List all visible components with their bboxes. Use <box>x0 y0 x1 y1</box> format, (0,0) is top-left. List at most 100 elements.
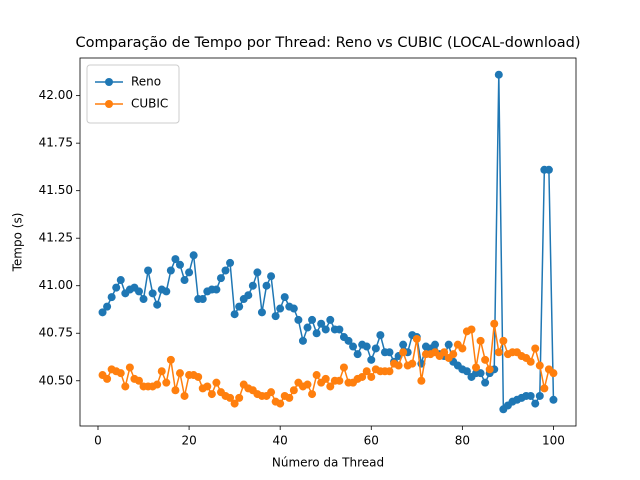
data-point <box>203 382 212 391</box>
data-point <box>216 274 225 283</box>
data-point <box>321 325 330 334</box>
chart-title: Comparação de Tempo por Thread: Reno vs … <box>75 35 580 51</box>
data-point <box>148 289 157 298</box>
data-point <box>153 300 162 309</box>
data-point <box>531 399 540 408</box>
data-point <box>244 291 253 300</box>
data-point <box>103 374 112 383</box>
data-point <box>472 363 481 372</box>
data-point <box>139 295 148 304</box>
x-tick-label: 60 <box>364 434 379 448</box>
data-point <box>317 319 326 328</box>
data-point <box>549 369 558 378</box>
data-point <box>185 268 194 277</box>
data-point <box>308 315 317 324</box>
data-point <box>312 329 321 338</box>
data-point <box>153 380 162 389</box>
data-point <box>271 312 280 321</box>
legend-label: Reno <box>131 75 161 89</box>
data-point <box>134 376 143 385</box>
data-point <box>535 361 544 370</box>
data-point <box>344 336 353 345</box>
data-point <box>285 393 294 402</box>
data-point <box>499 336 508 345</box>
data-point <box>367 355 376 364</box>
data-point <box>180 276 189 285</box>
legend-marker <box>105 78 113 86</box>
data-point <box>276 399 285 408</box>
legend: Reno CUBIC <box>86 64 180 124</box>
data-point <box>544 165 553 174</box>
data-point <box>253 268 262 277</box>
data-point <box>298 336 307 345</box>
data-point <box>157 367 166 376</box>
data-point <box>175 260 184 269</box>
data-point <box>535 391 544 400</box>
data-point <box>349 342 358 351</box>
data-point <box>339 363 348 372</box>
data-point <box>166 355 175 364</box>
x-tick-label: 0 <box>94 434 102 448</box>
data-point <box>221 266 230 275</box>
data-point <box>212 378 221 387</box>
data-point <box>408 359 417 368</box>
data-point <box>412 334 421 343</box>
data-point <box>112 283 121 292</box>
data-point <box>376 331 385 340</box>
data-point <box>230 310 239 319</box>
data-point <box>171 386 180 395</box>
data-point <box>248 281 257 290</box>
data-point <box>116 369 125 378</box>
data-point <box>458 344 467 353</box>
data-point <box>162 287 171 296</box>
data-point <box>417 376 426 385</box>
data-point <box>226 258 235 267</box>
data-point <box>326 382 335 391</box>
data-point <box>194 372 203 381</box>
data-point <box>326 315 335 324</box>
data-point <box>303 323 312 332</box>
data-point <box>235 393 244 402</box>
data-point <box>494 70 503 79</box>
data-point <box>162 378 171 387</box>
data-point <box>308 390 317 399</box>
data-point <box>362 342 371 351</box>
data-point <box>335 325 344 334</box>
data-point <box>280 293 289 302</box>
data-point <box>212 285 221 294</box>
data-point <box>175 369 184 378</box>
data-point <box>490 319 499 328</box>
data-point <box>267 388 276 397</box>
legend-marker <box>105 100 113 108</box>
x-tick-label: 80 <box>455 434 470 448</box>
data-point <box>121 382 130 391</box>
data-point <box>353 350 362 359</box>
data-point <box>476 336 485 345</box>
data-point <box>444 340 453 349</box>
data-point <box>125 363 134 372</box>
data-point <box>312 371 321 380</box>
data-point <box>481 378 490 387</box>
data-point <box>476 369 485 378</box>
data-point <box>526 391 535 400</box>
data-point <box>321 374 330 383</box>
data-point <box>449 350 458 359</box>
data-point <box>257 308 266 317</box>
data-point <box>198 295 207 304</box>
data-point <box>399 348 408 357</box>
data-point <box>335 376 344 385</box>
y-axis-label: Tempo (s) <box>11 213 25 273</box>
data-point <box>226 393 235 402</box>
data-point <box>134 287 143 296</box>
data-point <box>440 348 449 357</box>
data-point <box>467 325 476 334</box>
data-point <box>431 340 440 349</box>
x-tick-label: 40 <box>273 434 288 448</box>
data-point <box>207 390 216 399</box>
data-point <box>180 391 189 400</box>
y-tick-label: 41.00 <box>39 278 73 292</box>
data-point <box>385 367 394 376</box>
data-point <box>367 372 376 381</box>
